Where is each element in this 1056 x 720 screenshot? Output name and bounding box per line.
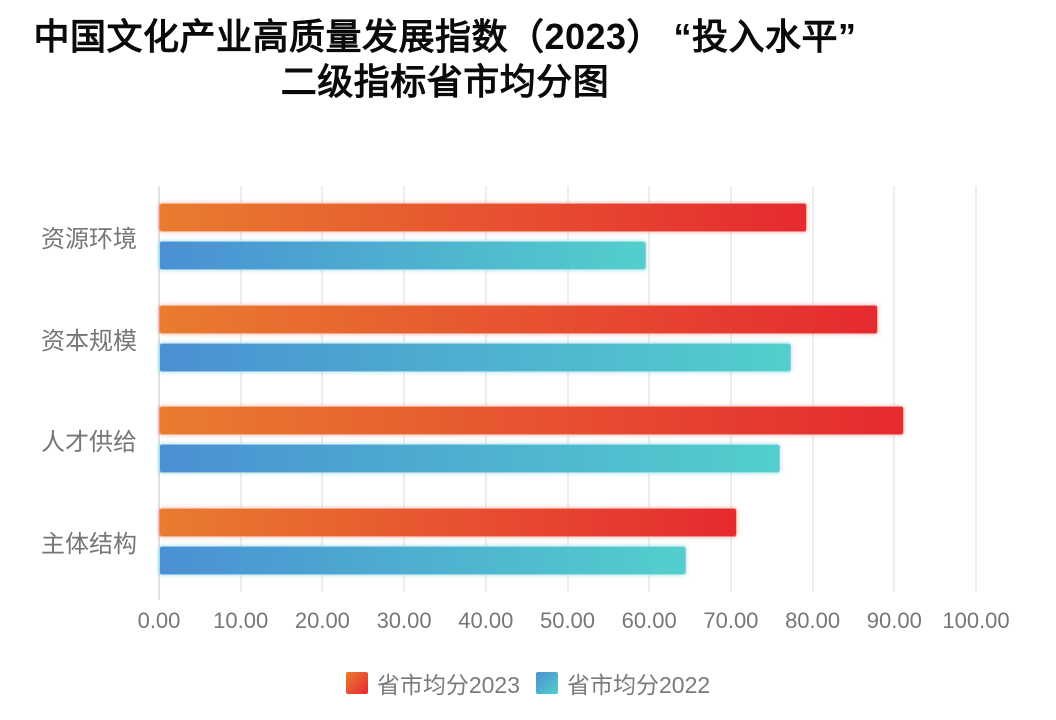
x-tick-label: 100.00 — [942, 608, 1010, 633]
gridline — [975, 186, 977, 592]
gridline — [240, 186, 242, 592]
x-tick-label: 50.00 — [539, 608, 596, 633]
x-tick-label: 10.00 — [213, 608, 269, 633]
bar-group — [159, 491, 976, 593]
x-tick-label: 40.00 — [458, 608, 514, 633]
bar-2022 — [159, 342, 791, 372]
chart-title: 中国文化产业高质量发展指数（2023） “投入水平” 二级指标省市均分图 — [0, 14, 890, 104]
bar-group — [159, 288, 976, 390]
gridline — [321, 186, 323, 592]
gridline — [893, 186, 895, 592]
x-tick-label: 60.00 — [621, 608, 677, 633]
bar-group — [159, 389, 976, 491]
x-tick-label: 30.00 — [376, 608, 432, 633]
x-tick-label: 90.00 — [866, 608, 922, 633]
gridline — [567, 186, 568, 592]
legend-label: 省市均分2023 — [376, 672, 520, 698]
chart-title-line-2: 二级指标省市均分图 — [280, 61, 610, 102]
bar-2022 — [159, 545, 686, 575]
bar-group — [159, 186, 976, 288]
plot-area — [158, 186, 977, 600]
legend-item: 省市均分2023 — [345, 666, 520, 700]
bar-2023 — [159, 203, 807, 233]
bar-2023 — [159, 406, 905, 436]
bar-2022 — [159, 241, 646, 271]
chart-title-line-1: 中国文化产业高质量发展指数（2023） “投入水平” — [33, 16, 857, 57]
x-tick-label: 0.00 — [137, 608, 181, 633]
legend-label: 省市均分2022 — [567, 672, 711, 698]
bar-2023 — [159, 304, 878, 334]
category-label: 人才供给 — [41, 429, 137, 457]
legend-item: 省市均分2022 — [536, 666, 710, 700]
x-axis: 0.00 10.00 20.00 30.00 40.00 50.00 60.00 70.00 8… — [138, 608, 1010, 638]
legend-marker — [536, 672, 558, 694]
bar-2023 — [159, 507, 738, 537]
gridline — [730, 186, 732, 592]
gridline — [648, 186, 650, 592]
gridline — [485, 186, 487, 592]
gridline — [812, 186, 814, 592]
x-tick-label: 80.00 — [785, 608, 841, 633]
bar-2022 — [159, 444, 780, 474]
legend: 省市均分2023 省市均分2022 — [0, 666, 1056, 700]
x-tick-label: 20.00 — [294, 608, 350, 633]
category-label: 资本规模 — [41, 327, 137, 355]
legend-marker — [345, 672, 368, 694]
gridline — [403, 186, 405, 592]
y-axis-line — [158, 186, 160, 600]
category-axis: 资源环境资本规模人才供给主体结构 — [0, 186, 159, 592]
x-tick-label: 70.00 — [703, 608, 759, 633]
category-label: 资源环境 — [41, 226, 137, 254]
category-label: 主体结构 — [41, 530, 137, 558]
